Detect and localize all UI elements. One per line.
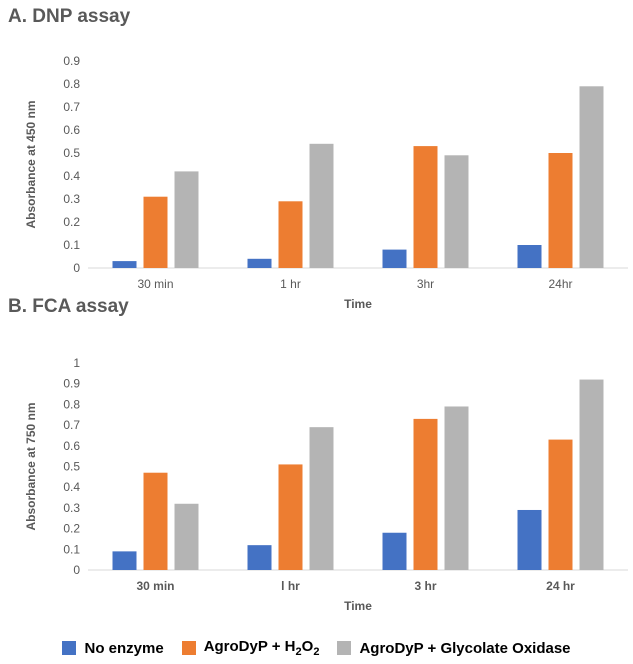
bar-no-enzyme	[112, 261, 137, 268]
bar-no-enzyme	[517, 245, 542, 268]
chart-b-title: B. FCA assay	[8, 296, 129, 317]
bar-h2o2	[143, 196, 168, 268]
bar-no-enzyme	[517, 509, 542, 570]
legend-item-no-enzyme: No enzyme	[62, 639, 164, 657]
legend-label-no-enzyme: No enzyme	[84, 639, 164, 657]
bar-no-enzyme	[112, 551, 137, 570]
dnp-assay-chart: 0 0.1 0.2 0.3 0.4 0.5 0.6 0.7 0.8 0.9 30 min 1 hr 3h…	[24, 54, 628, 311]
bar-glycolate-oxidase	[444, 406, 469, 570]
bar-glycolate-oxidase	[444, 155, 469, 268]
legend-item-glycolate-oxidase: AgroDyP + Glycolate Oxidase	[337, 639, 571, 657]
x-tick-label: 24hr	[548, 277, 572, 291]
y-tick-label: 0.4	[63, 169, 80, 183]
legend-swatch-h2o2	[181, 641, 196, 655]
y-tick-label: 0.2	[63, 215, 80, 229]
x-tick-label: 30 min	[137, 277, 173, 291]
bar-glycolate-oxidase	[309, 427, 334, 570]
bar-h2o2	[278, 464, 303, 570]
y-tick-label: 0.5	[63, 146, 80, 160]
y-axis-title: Absorbance at 750 nm	[24, 402, 38, 530]
bar-h2o2	[548, 439, 573, 570]
fca-assay-chart: 0 0.1 0.2 0.3 0.4 0.5 0.6 0.7 0.8 0.9 1 30 min l hr 3…	[24, 356, 628, 613]
legend-swatch-no-enzyme	[62, 641, 77, 655]
bar-glycolate-oxidase	[309, 143, 334, 268]
y-tick-label: 0.9	[63, 54, 80, 68]
y-tick-label: 0.4	[63, 480, 80, 494]
y-tick-label: 0.1	[63, 542, 80, 556]
y-tick-label: 1	[73, 356, 80, 370]
bar-h2o2	[548, 153, 573, 268]
x-tick-label: l hr	[281, 579, 300, 593]
x-axis-title: Time	[344, 297, 372, 311]
bar-glycolate-oxidase	[174, 171, 199, 268]
y-tick-label: 0.6	[63, 439, 80, 453]
chart-a-title: A. DNP assay	[8, 6, 131, 27]
y-tick-label: 0.7	[63, 100, 80, 114]
y-tick-label: 0.5	[63, 460, 80, 474]
legend-item-h2o2: AgroDyP + H2O2	[181, 638, 320, 658]
bar-no-enzyme	[247, 258, 272, 268]
x-tick-label: 3hr	[417, 277, 434, 291]
y-tick-label: 0.8	[63, 77, 80, 91]
y-tick-label: 0.2	[63, 522, 80, 536]
legend-label-glycolate-oxidase: AgroDyP + Glycolate Oxidase	[359, 639, 571, 657]
x-tick-label: 24 hr	[546, 579, 575, 593]
y-tick-label: 0.8	[63, 397, 80, 411]
legend: No enzyme AgroDyP + H2O2 AgroDyP + Glyco…	[0, 636, 633, 660]
y-tick-label: 0	[73, 563, 80, 577]
y-tick-label: 0.1	[63, 238, 80, 252]
legend-label-h2o2: AgroDyP + H2O2	[203, 638, 320, 658]
y-tick-label: 0.3	[63, 192, 80, 206]
y-tick-label: 0.3	[63, 501, 80, 515]
bar-glycolate-oxidase	[579, 86, 604, 268]
bar-h2o2	[413, 418, 438, 570]
y-tick-label: 0	[73, 261, 80, 275]
bar-glycolate-oxidase	[579, 379, 604, 570]
bar-no-enzyme	[382, 249, 407, 268]
y-tick-label: 0.6	[63, 123, 80, 137]
legend-swatch-glycolate-oxidase	[337, 641, 352, 655]
x-axis-title: Time	[344, 599, 372, 613]
y-axis-title: Absorbance at 450 nm	[24, 100, 38, 228]
x-tick-label: 30 min	[136, 579, 174, 593]
bar-no-enzyme	[247, 545, 272, 570]
bar-h2o2	[143, 472, 168, 570]
x-tick-label: 1 hr	[280, 277, 301, 291]
bar-h2o2	[413, 146, 438, 268]
bar-no-enzyme	[382, 532, 407, 570]
bar-h2o2	[278, 201, 303, 268]
bar-glycolate-oxidase	[174, 503, 199, 570]
y-tick-label: 0.9	[63, 377, 80, 391]
x-tick-label: 3 hr	[414, 579, 436, 593]
y-tick-label: 0.7	[63, 418, 80, 432]
